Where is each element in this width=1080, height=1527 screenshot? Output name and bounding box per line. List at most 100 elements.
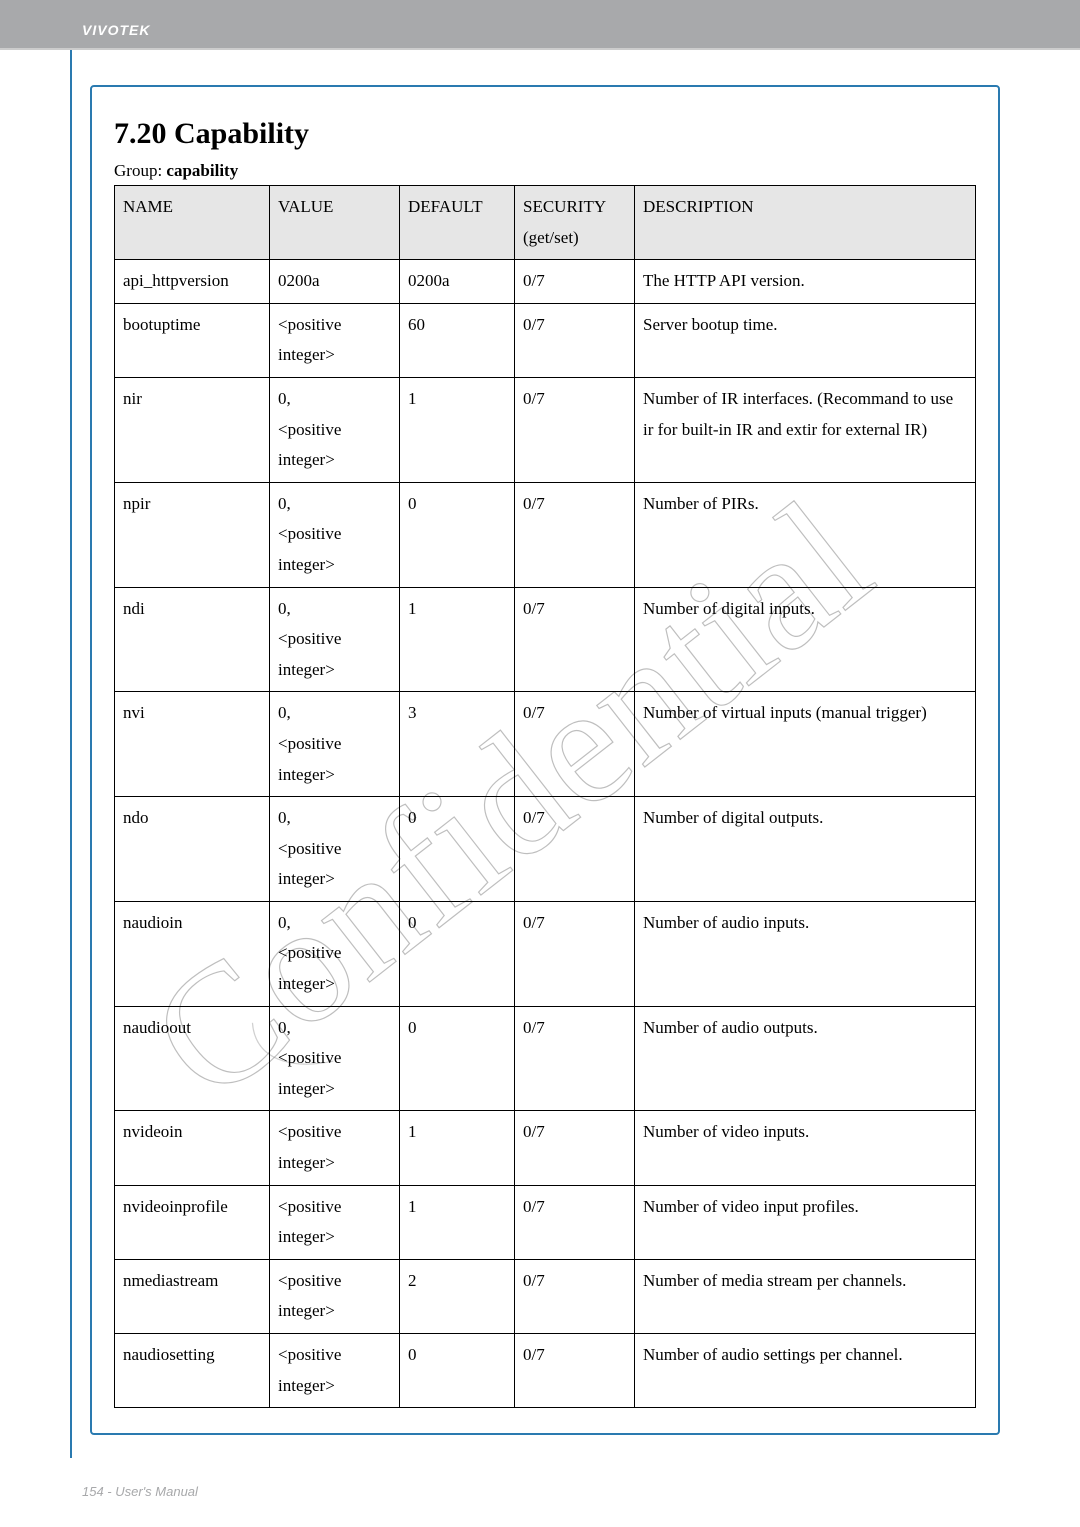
cell-desc: Number of PIRs.: [635, 482, 976, 587]
table-row: nvi0,<positiveinteger>30/7Number of virt…: [115, 692, 976, 797]
table-header-row: NAME VALUE DEFAULT SECURITY (get/set) DE…: [115, 186, 976, 260]
cell-value: 0,<positiveinteger>: [270, 901, 400, 1006]
cell-value: <positiveinteger>: [270, 1259, 400, 1333]
cell-desc: Number of virtual inputs (manual trigger…: [635, 692, 976, 797]
cell-security: 0/7: [515, 692, 635, 797]
col-header-description: DESCRIPTION: [635, 186, 976, 260]
cell-default: 1: [400, 587, 515, 692]
table-row: nir0,<positiveinteger>10/7Number of IR i…: [115, 377, 976, 482]
col-header-default: DEFAULT: [400, 186, 515, 260]
cell-security: 0/7: [515, 303, 635, 377]
cell-security: 0/7: [515, 1111, 635, 1185]
table-row: naudiosetting<positiveinteger>00/7Number…: [115, 1334, 976, 1408]
table-header: NAME VALUE DEFAULT SECURITY (get/set) DE…: [115, 186, 976, 260]
cell-default: 0: [400, 901, 515, 1006]
cell-value: 0,<positiveinteger>: [270, 797, 400, 902]
header-name-text: NAME: [123, 197, 173, 216]
cell-security: 0/7: [515, 587, 635, 692]
cell-value: <positiveinteger>: [270, 1334, 400, 1408]
cell-security: 0/7: [515, 1259, 635, 1333]
cell-name: nir: [115, 377, 270, 482]
cell-default: 1: [400, 1111, 515, 1185]
cell-desc: Number of video input profiles.: [635, 1185, 976, 1259]
cell-name: nvideoinprofile: [115, 1185, 270, 1259]
col-header-security: SECURITY (get/set): [515, 186, 635, 260]
header-default-text: DEFAULT: [408, 197, 483, 216]
cell-name: api_httpversion: [115, 260, 270, 304]
cell-name: nmediastream: [115, 1259, 270, 1333]
cell-security: 0/7: [515, 1006, 635, 1111]
cell-security: 0/7: [515, 1334, 635, 1408]
cell-desc: Number of digital inputs.: [635, 587, 976, 692]
table-row: nvideoinprofile<positiveinteger>10/7Numb…: [115, 1185, 976, 1259]
table-row: nmediastream<positiveinteger>20/7Number …: [115, 1259, 976, 1333]
cell-default: 0200a: [400, 260, 515, 304]
cell-value: 0200a: [270, 260, 400, 304]
cell-default: 60: [400, 303, 515, 377]
group-name: capability: [166, 161, 238, 180]
cell-name: bootuptime: [115, 303, 270, 377]
header-value-text: VALUE: [278, 197, 333, 216]
cell-default: 0: [400, 797, 515, 902]
cell-value: 0,<positiveinteger>: [270, 692, 400, 797]
cell-default: 1: [400, 1185, 515, 1259]
cell-security: 0/7: [515, 901, 635, 1006]
table-row: nvideoin<positiveinteger>10/7Number of v…: [115, 1111, 976, 1185]
cell-desc: Server bootup time.: [635, 303, 976, 377]
header-description-text: DESCRIPTION: [643, 197, 754, 216]
cell-value: <positiveinteger>: [270, 1111, 400, 1185]
cell-desc: Number of audio inputs.: [635, 901, 976, 1006]
cell-default: 3: [400, 692, 515, 797]
cell-default: 2: [400, 1259, 515, 1333]
cell-default: 0: [400, 1006, 515, 1111]
cell-value: 0,<positiveinteger>: [270, 1006, 400, 1111]
cell-name: naudioout: [115, 1006, 270, 1111]
table-row: npir0,<positiveinteger>00/7Number of PIR…: [115, 482, 976, 587]
header-security-text: SECURITY: [523, 197, 606, 216]
cell-name: ndi: [115, 587, 270, 692]
cell-default: 0: [400, 482, 515, 587]
cell-default: 0: [400, 1334, 515, 1408]
cell-security: 0/7: [515, 260, 635, 304]
cell-desc: Number of IR interfaces. (Recommand to u…: [635, 377, 976, 482]
table-row: bootuptime<positiveinteger>600/7Server b…: [115, 303, 976, 377]
cell-value: 0,<positiveinteger>: [270, 587, 400, 692]
cell-security: 0/7: [515, 482, 635, 587]
cell-name: npir: [115, 482, 270, 587]
cell-desc: The HTTP API version.: [635, 260, 976, 304]
capability-table: NAME VALUE DEFAULT SECURITY (get/set) DE…: [114, 185, 976, 1408]
cell-security: 0/7: [515, 377, 635, 482]
cell-desc: Number of video inputs.: [635, 1111, 976, 1185]
content-frame: 7.20 Capability Group: capability NAME V…: [90, 85, 1000, 1435]
cell-value: <positiveinteger>: [270, 303, 400, 377]
table-row: naudioin0,<positiveinteger>00/7Number of…: [115, 901, 976, 1006]
page-footer: 154 - User's Manual: [82, 1484, 198, 1499]
cell-security: 0/7: [515, 797, 635, 902]
cell-desc: Number of digital outputs.: [635, 797, 976, 902]
col-header-value: VALUE: [270, 186, 400, 260]
group-prefix: Group:: [114, 161, 166, 180]
brand-text: VIVOTEK: [82, 22, 150, 38]
table-row: naudioout0,<positiveinteger>00/7Number o…: [115, 1006, 976, 1111]
cell-desc: Number of media stream per channels.: [635, 1259, 976, 1333]
col-header-name: NAME: [115, 186, 270, 260]
cell-default: 1: [400, 377, 515, 482]
cell-name: naudioin: [115, 901, 270, 1006]
header-band: VIVOTEK: [0, 0, 1080, 50]
group-label: Group: capability: [114, 161, 976, 181]
cell-value: 0,<positiveinteger>: [270, 377, 400, 482]
cell-name: ndo: [115, 797, 270, 902]
vertical-accent-line: [70, 50, 72, 1458]
table-body: api_httpversion0200a0200a0/7The HTTP API…: [115, 260, 976, 1408]
section-title: 7.20 Capability: [114, 117, 976, 151]
cell-security: 0/7: [515, 1185, 635, 1259]
cell-value: <positiveinteger>: [270, 1185, 400, 1259]
cell-value: 0,<positiveinteger>: [270, 482, 400, 587]
cell-desc: Number of audio outputs.: [635, 1006, 976, 1111]
cell-desc: Number of audio settings per channel.: [635, 1334, 976, 1408]
table-row: ndo0,<positiveinteger>00/7Number of digi…: [115, 797, 976, 902]
cell-name: nvideoin: [115, 1111, 270, 1185]
header-security-sub: (get/set): [523, 228, 579, 247]
table-row: api_httpversion0200a0200a0/7The HTTP API…: [115, 260, 976, 304]
cell-name: nvi: [115, 692, 270, 797]
